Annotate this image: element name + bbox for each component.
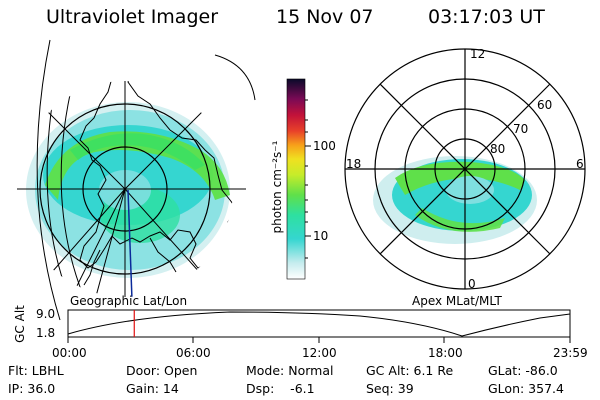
geo-map <box>17 81 233 297</box>
polar-label-lat-70: 70 <box>513 122 529 136</box>
polar-label-12: 12 <box>470 47 486 61</box>
title: Ultraviolet Imager <box>46 6 219 28</box>
colorbar-tick-100: 100 <box>313 139 336 153</box>
colorbar <box>286 78 306 280</box>
orbit-ticks <box>67 337 571 343</box>
info-door: Door: Open <box>126 363 198 378</box>
colorbar-tick-10: 10 <box>313 229 329 243</box>
colorbar-ticks <box>305 99 311 259</box>
geo-arc-left <box>36 39 61 321</box>
orbit-ylabel: GC Alt <box>13 305 27 343</box>
geo-arc-right <box>214 54 256 101</box>
polar-line-diag-2 <box>379 83 551 255</box>
polar-label-6: 6 <box>576 157 584 171</box>
info-dsp: Dsp: -6.1 <box>246 381 315 396</box>
polar-aurora-bottom <box>415 208 505 232</box>
info-glat: GLat: -86.0 <box>488 363 558 378</box>
orbit-ytick-top: 9.0 <box>36 307 56 321</box>
polar-map <box>344 48 586 290</box>
orbit-altitude-curve <box>67 311 571 337</box>
geo-mag-meridian <box>127 189 133 297</box>
info-seq: Seq: 39 <box>366 381 414 396</box>
info-gain: Gain: 14 <box>126 381 179 396</box>
polar-map-caption: Apex MLat/MLT <box>412 294 502 308</box>
polar-label-0: 0 <box>468 277 476 291</box>
geo-coastline-2 <box>83 237 177 286</box>
polar-aurora-top <box>395 161 525 195</box>
orbit-xtick-3: 18:00 <box>428 346 463 360</box>
orbit-xtick-0: 00:00 <box>52 346 87 360</box>
geo-coastline <box>79 81 233 269</box>
info-gc-alt: GC Alt: 6.1 Re <box>366 363 454 378</box>
colorbar-label: photon cm⁻²s⁻¹ <box>270 140 284 234</box>
orbit-xtick-4: 23:59 <box>553 346 588 360</box>
orbit-plot <box>67 309 571 343</box>
geo-map-caption: Geographic Lat/Lon <box>70 294 188 308</box>
polar-aurora-center <box>446 176 494 204</box>
info-ip: IP: 36.0 <box>8 381 56 396</box>
info-filter: Flt: LBHL <box>8 363 64 378</box>
info-mode: Mode: Normal <box>246 363 334 378</box>
polar-label-18: 18 <box>346 157 362 171</box>
orbit-ytick-bottom: 1.8 <box>36 326 56 340</box>
time: 03:17:03 UT <box>428 6 545 28</box>
polar-label-lat-60: 60 <box>537 98 553 112</box>
info-glon: GLon: 357.4 <box>488 381 564 396</box>
geo-meridians <box>17 81 233 297</box>
orbit-xtick-2: 12:00 <box>302 346 337 360</box>
polar-label-lat-80: 80 <box>490 142 506 156</box>
orbit-xtick-1: 06:00 <box>176 346 211 360</box>
date: 15 Nov 07 <box>276 6 374 28</box>
